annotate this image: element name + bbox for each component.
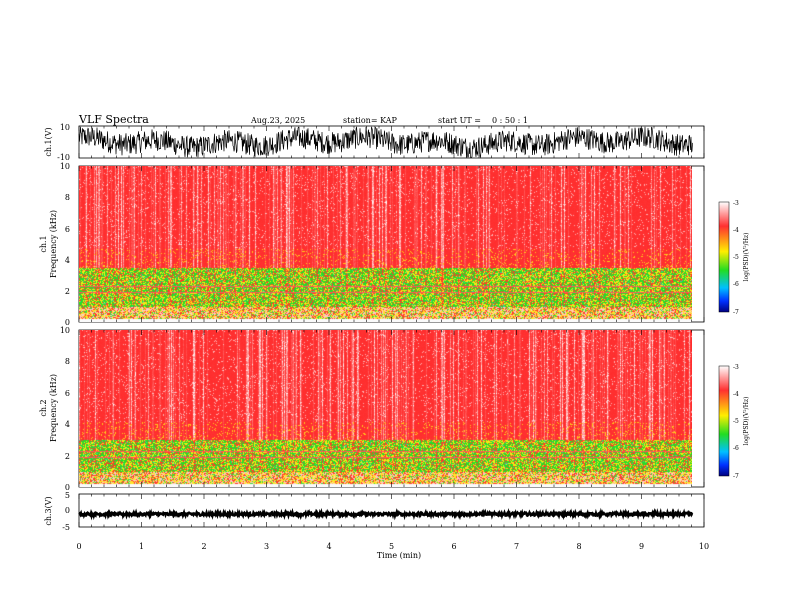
x-axis-label: Time (min) <box>377 551 421 560</box>
x-tick-0: 0 <box>76 542 81 551</box>
ch1-spectrogram-image <box>79 166 692 322</box>
ch1-cb-tick-m5: -5 <box>733 254 739 261</box>
ch2-cb-tick-m3: -3 <box>733 364 739 371</box>
ch1-spec-y-tick-6: 6 <box>65 225 70 234</box>
ch1-cb-tick-m7: -7 <box>733 309 739 316</box>
date-label: Aug.23, 2025 <box>250 116 305 125</box>
ch1-y-tick-top: 10 <box>60 123 70 132</box>
ch1-colorbar-label: log(PSD)(V²/Hz) <box>743 233 750 282</box>
ch2-colorbar: -3 -4 -5 -6 -7 log(PSD)(V²/Hz) <box>718 364 750 480</box>
ch2-colorbar-label: log(PSD)(V²/Hz) <box>743 397 750 446</box>
ch1-spec-y-tick-0: 0 <box>65 318 70 327</box>
start-ut-value: 0 : 50 : 1 <box>492 116 528 125</box>
ch1-spec-y-tick-2: 2 <box>65 287 70 296</box>
ch2-spec-y-tick-8: 8 <box>65 357 70 366</box>
x-tick-2: 2 <box>201 542 206 551</box>
ch2-channel-label: ch.2 <box>39 399 48 416</box>
x-tick-1: 1 <box>139 542 144 551</box>
ch1-y-label: ch.1(V) <box>44 127 53 156</box>
ch2-frequency-label: Frequency (kHz) <box>49 374 58 442</box>
ch1-cb-tick-m3: -3 <box>733 200 739 207</box>
x-tick-6: 6 <box>451 542 456 551</box>
ch1-spectrogram-image-wrap <box>79 166 692 322</box>
ch3-y-tick-m5: -5 <box>62 523 70 532</box>
ch2-spec-y-tick-4: 4 <box>65 420 70 429</box>
x-tick-9: 9 <box>639 542 644 551</box>
start-ut-label: start UT = <box>438 116 481 125</box>
ch2-cb-tick-m7: -7 <box>733 473 739 480</box>
station-label: station= KAP <box>343 116 398 125</box>
ch1-spec-y-tick-4: 4 <box>65 256 70 265</box>
ch2-cb-tick-m6: -6 <box>733 445 739 452</box>
ch2-spectrogram-image-wrap <box>79 330 692 487</box>
ch2-spectrogram-image <box>79 330 692 487</box>
axis-ticks <box>78 126 705 527</box>
ch2-cb-tick-m5: -5 <box>733 418 739 425</box>
x-tick-7: 7 <box>514 542 519 551</box>
ch1-channel-label: ch.1 <box>39 235 48 252</box>
figure-title: VLF Spectra <box>78 113 149 126</box>
ch3-waveform-trace <box>78 507 694 521</box>
ch1-colorbar-bar <box>718 201 730 313</box>
ch2-spec-y-tick-10: 10 <box>60 326 70 335</box>
x-tick-8: 8 <box>576 542 581 551</box>
ch1-spec-y-ticks: 0 2 4 6 8 10 <box>60 162 70 327</box>
ch1-spec-y-tick-10: 10 <box>60 162 70 171</box>
x-tick-10: 10 <box>699 542 709 551</box>
ch1-cb-tick-m4: -4 <box>733 227 739 234</box>
ch1-spectrogram-panel: 0 2 4 6 8 10 ch.1 Frequency (kHz) <box>39 162 705 327</box>
ch1-spec-y-tick-8: 8 <box>65 193 70 202</box>
ch1-colorbar: -3 -4 -5 -6 -7 log(PSD)(V²/Hz) <box>718 200 750 316</box>
ch1-frequency-label: Frequency (kHz) <box>49 210 58 278</box>
ch3-y-tick-0: 0 <box>65 506 70 515</box>
ch2-cb-tick-m4: -4 <box>733 391 739 398</box>
x-tick-4: 4 <box>326 542 331 551</box>
ch3-y-tick-5: 5 <box>65 491 70 500</box>
ch2-colorbar-bar <box>718 365 730 477</box>
ch1-cb-tick-m6: -6 <box>733 281 739 288</box>
ch1-waveform-trace <box>78 126 693 159</box>
ch1-waveform-panel: 10 -10 ch.1(V) <box>44 123 705 162</box>
ch2-spec-y-tick-0: 0 <box>65 483 70 492</box>
ch2-spec-y-tick-2: 2 <box>65 452 70 461</box>
x-tick-3: 3 <box>264 542 269 551</box>
x-axis-tick-labels: 0 1 2 3 4 5 6 7 8 9 10 <box>76 542 709 551</box>
x-tick-5: 5 <box>389 542 394 551</box>
ch3-waveform-panel: 5 0 -5 ch.3(V) <box>44 491 705 532</box>
ch1-y-tick-bottom: -10 <box>57 153 70 162</box>
ch2-spectrogram-panel: 0 2 4 6 8 10 ch.2 Frequency (kHz) <box>39 326 705 492</box>
ch2-spec-y-tick-6: 6 <box>65 389 70 398</box>
ch3-panel-frame <box>78 493 705 528</box>
ch3-y-label: ch.3(V) <box>44 496 53 525</box>
